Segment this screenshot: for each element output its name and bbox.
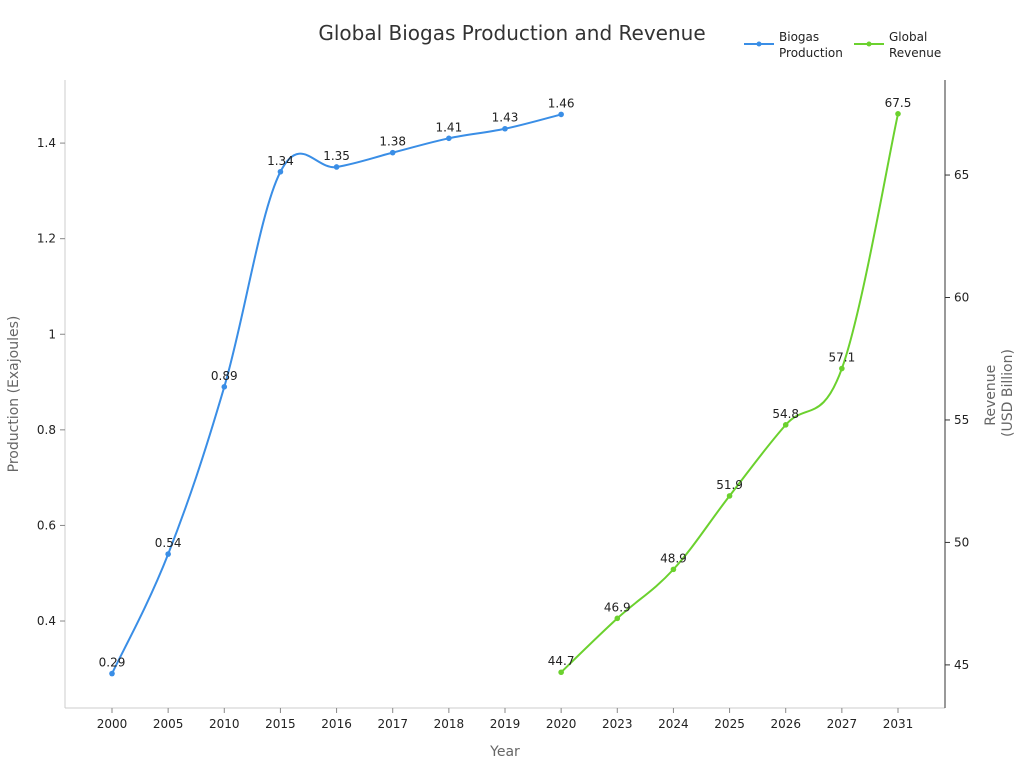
y-axis-title: Production (Exajoules) — [6, 316, 22, 473]
x-tick-label: 2025 — [714, 717, 745, 731]
data-point — [502, 125, 508, 132]
x-tick-label: 2019 — [490, 717, 521, 731]
legend-label: Production — [779, 46, 843, 60]
data-label: 57.1 — [828, 351, 855, 365]
data-point — [726, 493, 733, 499]
y2-axis-title: Revenue (USD Billion) — [983, 349, 1016, 437]
y2-tick-label: 65 — [954, 168, 969, 182]
data-point — [614, 615, 621, 622]
legend-label: Biogas — [779, 30, 819, 44]
data-label: 1.43 — [492, 111, 519, 125]
data-label: 0.29 — [99, 656, 126, 670]
legend-item-biogas[interactable]: Biogas Production — [744, 30, 843, 60]
data-point — [333, 164, 340, 170]
data-label: 54.8 — [772, 407, 799, 421]
data-label: 1.35 — [323, 149, 350, 163]
chart-title: Global Biogas Production and Revenue — [318, 21, 705, 45]
data-point — [558, 669, 564, 676]
data-label: 51.9 — [716, 478, 743, 492]
legend: Biogas Production Global Revenue — [744, 30, 941, 60]
y2-tick-label: 60 — [954, 290, 969, 304]
y2-axis-title-line2: (USD Billion) — [1000, 349, 1016, 437]
data-point — [782, 422, 789, 428]
x-tick-label: 2000 — [97, 717, 128, 731]
x-tick-label: 2018 — [434, 717, 465, 731]
data-point — [389, 149, 396, 156]
x-tick-label: 2024 — [658, 717, 689, 731]
y2-tick-label: 50 — [954, 535, 969, 549]
x-tick-label: 2005 — [153, 717, 184, 731]
data-label: 44.7 — [548, 654, 575, 668]
data-label: 1.46 — [548, 96, 575, 110]
x-tick-label: 2026 — [770, 717, 801, 731]
data-point — [165, 551, 171, 557]
data-point — [558, 111, 564, 118]
x-tick-label: 2023 — [602, 717, 633, 731]
y-tick-label: 0.4 — [37, 614, 56, 628]
x-tick-label: 2020 — [546, 717, 577, 731]
x-tick-label: 2010 — [209, 717, 240, 731]
x-axis-title: Year — [489, 744, 520, 760]
series-line-1 — [560, 113, 899, 673]
data-point — [670, 566, 677, 573]
data-label: 46.9 — [604, 600, 631, 614]
legend-item-revenue[interactable]: Global Revenue — [854, 30, 941, 60]
data-label: 1.38 — [379, 135, 406, 149]
x-tick-label: 2017 — [377, 717, 408, 731]
data-label: 67.5 — [885, 96, 912, 110]
x-tick-label: 2016 — [321, 717, 352, 731]
x-tick-label: 2031 — [883, 717, 914, 731]
y-tick-label: 0.8 — [37, 423, 56, 437]
data-point — [839, 365, 845, 372]
y-tick-label: 0.6 — [37, 518, 56, 532]
legend-label: Revenue — [889, 46, 941, 60]
data-point — [446, 135, 452, 142]
y2-tick-label: 45 — [954, 658, 969, 672]
data-point — [895, 111, 901, 117]
y2-axis-title-line1: Revenue — [983, 365, 999, 426]
data-label: 1.41 — [435, 120, 462, 134]
y2-tick-label: 55 — [954, 413, 969, 427]
data-label: 1.34 — [267, 154, 294, 168]
series-line-0 — [111, 113, 562, 675]
x-tick-label: 2015 — [265, 717, 296, 731]
legend-label: Global — [889, 30, 927, 44]
data-point — [221, 384, 228, 390]
data-label: 0.89 — [211, 369, 238, 383]
data-label: 48.9 — [660, 551, 687, 565]
y-tick-label: 1.4 — [37, 136, 56, 150]
data-label: 0.54 — [155, 536, 182, 550]
y-tick-label: 1 — [48, 327, 56, 341]
data-point — [109, 670, 115, 677]
data-point — [277, 168, 284, 175]
x-tick-label: 2027 — [827, 717, 858, 731]
y-tick-label: 1.2 — [37, 232, 56, 246]
